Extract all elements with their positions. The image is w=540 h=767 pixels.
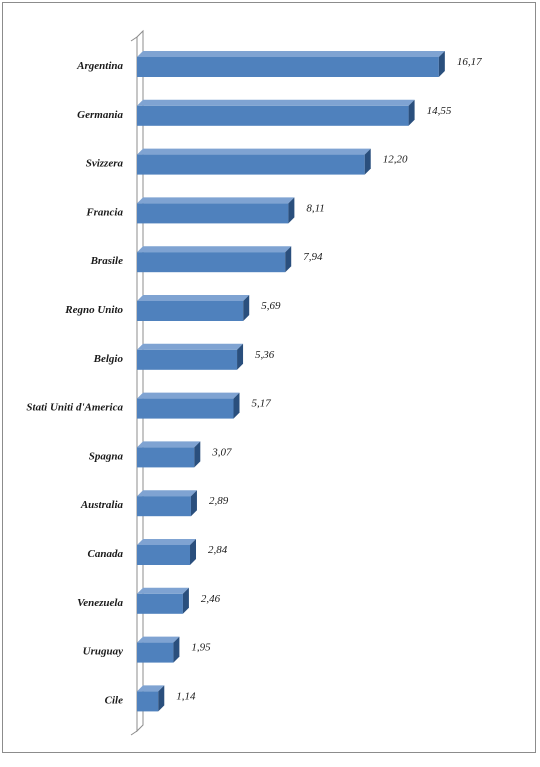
category-label: Venezuela — [77, 597, 123, 609]
bar-front-face — [137, 349, 238, 370]
category-label: Spagna — [89, 450, 124, 462]
bar-front-face — [137, 154, 365, 175]
labels-layer: Argentina 16,17 Germania 14,55 Svizzera 12,20… — [26, 56, 482, 706]
y-axis-bottom-edge — [130, 730, 138, 736]
category-label: Brasile — [90, 255, 124, 267]
bar-front-face — [137, 203, 289, 224]
bar-front-face — [137, 593, 183, 614]
bar-top-face — [137, 587, 189, 594]
bar-side-face — [190, 490, 197, 517]
axis-layer — [130, 29, 144, 736]
bar-spagna — [137, 441, 201, 468]
bar-chart: Argentina 16,17 Germania 14,55 Svizzera 12,20… — [26, 29, 482, 736]
value-label: 2,84 — [208, 544, 228, 556]
bar-front-face — [137, 447, 195, 468]
bar-side-face — [237, 343, 244, 370]
bar-front-face — [137, 252, 286, 273]
bar-front-face — [137, 57, 439, 77]
bar-germania — [137, 99, 415, 126]
bar-side-face — [194, 441, 201, 468]
value-label: 12,20 — [383, 154, 408, 166]
bar-front-face — [137, 398, 234, 419]
bar-top-face — [137, 636, 180, 643]
bar-side-face — [408, 99, 415, 126]
bar-top-face — [137, 685, 165, 692]
category-label: Australia — [80, 499, 124, 511]
bar-francia — [137, 197, 295, 224]
chart-frame: Argentina 16,17 Germania 14,55 Svizzera 12,20… — [2, 2, 536, 753]
y-axis-top-edge — [130, 36, 138, 42]
value-label: 5,36 — [255, 349, 275, 361]
value-label: 1,14 — [176, 690, 196, 702]
category-label: Canada — [88, 548, 124, 560]
bar-top-face — [137, 99, 415, 106]
bar-front-face — [137, 496, 191, 517]
value-label: 5,69 — [261, 300, 281, 312]
value-label: 1,95 — [191, 642, 211, 654]
bar-australia — [137, 490, 197, 517]
category-label: Argentina — [76, 60, 123, 72]
bar-side-face — [243, 295, 250, 321]
bar-top-face — [137, 295, 250, 301]
category-label: Germania — [77, 109, 123, 121]
bar-uruguay — [137, 636, 180, 663]
bar-cile — [137, 685, 165, 712]
value-label: 2,46 — [201, 593, 221, 605]
category-label: Stati Uniti d'America — [26, 402, 123, 414]
bars-layer — [137, 51, 445, 712]
bar-side-face — [288, 197, 295, 224]
bar-side-face — [173, 636, 180, 663]
category-label: Cile — [105, 694, 123, 706]
category-label: Francia — [85, 206, 123, 218]
bar-top-face — [137, 343, 244, 350]
bar-belgio — [137, 343, 244, 370]
bar-side-face — [182, 587, 189, 614]
bar-side-face — [285, 246, 292, 273]
value-label: 8,11 — [306, 202, 324, 214]
bar-canada — [137, 539, 197, 565]
value-label: 5,17 — [252, 398, 272, 410]
bar-stati-uniti-d-america — [137, 392, 240, 419]
bar-side-face — [364, 148, 371, 175]
value-label: 7,94 — [303, 251, 323, 263]
bar-regno-unito — [137, 295, 250, 321]
category-label: Regno Unito — [64, 304, 123, 316]
value-label: 14,55 — [427, 105, 452, 117]
bar-top-face — [137, 148, 371, 155]
category-label: Uruguay — [83, 646, 123, 658]
value-label: 16,17 — [457, 56, 482, 68]
bar-svizzera — [137, 148, 371, 175]
bar-top-face — [137, 539, 197, 545]
bar-brasile — [137, 246, 292, 273]
bar-argentina — [137, 51, 445, 77]
bar-top-face — [137, 197, 295, 204]
bar-front-face — [137, 105, 409, 126]
bar-top-face — [137, 51, 445, 57]
bar-front-face — [137, 691, 159, 712]
bar-top-face — [137, 490, 197, 497]
value-label: 2,89 — [209, 495, 229, 507]
bar-side-face — [158, 685, 165, 712]
bar-front-face — [137, 301, 244, 321]
bar-side-face — [233, 392, 240, 419]
bar-side-face — [438, 51, 445, 77]
bar-top-face — [137, 441, 201, 448]
bar-side-face — [190, 539, 197, 565]
bar-front-face — [137, 642, 174, 663]
category-label: Svizzera — [86, 158, 124, 170]
bar-top-face — [137, 392, 240, 399]
value-label: 3,07 — [211, 446, 232, 458]
category-label: Belgio — [93, 353, 124, 365]
bar-front-face — [137, 545, 191, 565]
y-axis — [136, 29, 144, 733]
bar-top-face — [137, 246, 292, 253]
bar-venezuela — [137, 587, 189, 614]
